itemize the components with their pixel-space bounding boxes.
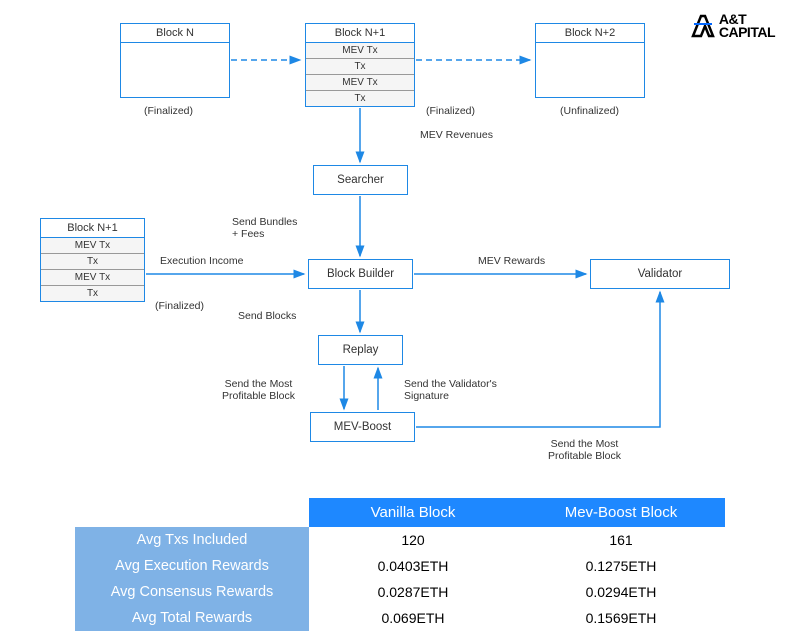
block-n1-top-title: Block N+1 xyxy=(306,24,414,43)
block-n1-top-row: Tx xyxy=(306,91,414,106)
cell-val: 0.0294ETH xyxy=(517,579,725,605)
block-n2-title: Block N+2 xyxy=(536,24,644,43)
block-n1-left-row: Tx xyxy=(41,286,144,301)
block-n1-left-row: MEV Tx xyxy=(41,270,144,286)
row-label: Avg Total Rewards xyxy=(75,605,309,631)
mevboost-label: MEV-Boost xyxy=(334,421,392,433)
mev-rewards-label: MEV Rewards xyxy=(478,255,545,267)
send-bundles-label: Send Bundles + Fees xyxy=(232,216,297,240)
execution-income-label: Execution Income xyxy=(160,255,243,267)
block-n1-top-row: MEV Tx xyxy=(306,75,414,91)
cell-val: 0.0287ETH xyxy=(309,579,517,605)
replay-label: Replay xyxy=(343,344,379,356)
send-most-profitable2-label: Send the Most Profitable Block xyxy=(548,438,621,462)
block-n1-top-row: Tx xyxy=(306,59,414,75)
replay-box: Replay xyxy=(318,335,403,365)
mev-revenues-label: MEV Revenues xyxy=(420,129,493,141)
cell-val: 0.0403ETH xyxy=(309,553,517,579)
comparison-table: Vanilla Block Mev-Boost Block Avg Txs In… xyxy=(75,498,725,631)
block-n-status: (Finalized) xyxy=(144,105,193,117)
validator-label: Validator xyxy=(638,268,683,280)
send-blocks-label: Send Blocks xyxy=(238,310,296,322)
searcher-box: Searcher xyxy=(313,165,408,195)
th-mev: Mev-Boost Block xyxy=(517,498,725,527)
block-n2: Block N+2 xyxy=(535,23,645,98)
cell-val: 0.069ETH xyxy=(309,605,517,631)
send-validator-sig-label: Send the Validator's Signature xyxy=(404,378,497,402)
block-n-title: Block N xyxy=(121,24,229,43)
blockbuilder-box: Block Builder xyxy=(308,259,413,289)
logo-text: A&T CAPITAL xyxy=(719,13,775,38)
cell-val: 0.1275ETH xyxy=(517,553,725,579)
logo-icon xyxy=(691,12,715,40)
validator-box: Validator xyxy=(590,259,730,289)
th-blank xyxy=(75,498,309,527)
row-label: Avg Consensus Rewards xyxy=(75,579,309,605)
block-n1-left-status: (Finalized) xyxy=(155,300,204,312)
cell-val: 120 xyxy=(309,527,517,553)
table-row: Avg Txs Included 120 161 xyxy=(75,527,725,553)
table-row: Avg Consensus Rewards 0.0287ETH 0.0294ET… xyxy=(75,579,725,605)
row-label: Avg Txs Included xyxy=(75,527,309,553)
blockbuilder-label: Block Builder xyxy=(327,268,394,280)
th-vanilla: Vanilla Block xyxy=(309,498,517,527)
block-n1-top: Block N+1 MEV Tx Tx MEV Tx Tx xyxy=(305,23,415,107)
block-n1-left-title: Block N+1 xyxy=(41,219,144,238)
block-n1-left: Block N+1 MEV Tx Tx MEV Tx Tx xyxy=(40,218,145,302)
table-row: Avg Execution Rewards 0.0403ETH 0.1275ET… xyxy=(75,553,725,579)
searcher-label: Searcher xyxy=(337,174,384,186)
cell-val: 0.1569ETH xyxy=(517,605,725,631)
table-row: Avg Total Rewards 0.069ETH 0.1569ETH xyxy=(75,605,725,631)
cell-val: 161 xyxy=(517,527,725,553)
send-most-profitable-label: Send the Most Profitable Block xyxy=(222,378,295,402)
row-label: Avg Execution Rewards xyxy=(75,553,309,579)
block-n1-left-row: Tx xyxy=(41,254,144,270)
logo: A&T CAPITAL xyxy=(691,12,775,40)
block-n2-status: (Unfinalized) xyxy=(560,105,619,117)
block-n1-top-row: MEV Tx xyxy=(306,43,414,59)
block-n: Block N xyxy=(120,23,230,98)
mevboost-box: MEV-Boost xyxy=(310,412,415,442)
block-n1-top-status: (Finalized) xyxy=(426,105,475,117)
block-n1-left-row: MEV Tx xyxy=(41,238,144,254)
